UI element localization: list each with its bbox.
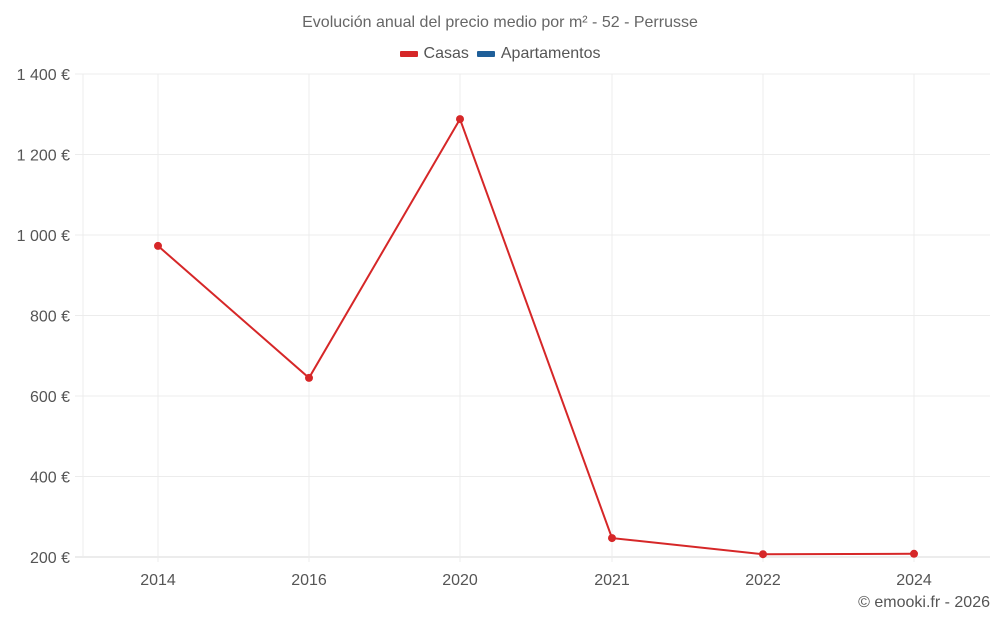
legend-label-apartamentos: Apartamentos [500, 45, 601, 62]
y-tick-label: 1 200 € [17, 148, 70, 165]
x-tick-label: 2016 [291, 572, 327, 589]
y-tick-label: 800 € [30, 309, 70, 326]
x-tick-label: 2021 [594, 572, 630, 589]
y-tick-label: 400 € [30, 470, 70, 487]
series-casas [154, 115, 918, 559]
x-tick-label: 2014 [140, 572, 176, 589]
legend-item-casas[interactable]: Casas [399, 45, 469, 63]
gridlines [75, 73, 990, 562]
casas-swatch-icon [399, 51, 418, 57]
x-tick-label: 2020 [442, 572, 478, 589]
apartamentos-swatch-icon [476, 51, 495, 57]
x-axis-ticks: 2014 2016 2020 2021 2022 2024 [140, 572, 932, 589]
x-tick-label: 2024 [896, 572, 932, 589]
legend-label-casas: Casas [423, 45, 469, 62]
data-point[interactable] [759, 550, 767, 559]
legend: Casas Apartamentos [0, 45, 1000, 63]
chart-title: Evolución anual del precio medio por m² … [302, 14, 698, 31]
data-point[interactable] [305, 373, 313, 382]
y-tick-label: 1 400 € [17, 67, 70, 84]
x-tick-label: 2022 [745, 572, 781, 589]
y-tick-label: 200 € [30, 550, 70, 567]
y-axis-ticks: 200 € 400 € 600 € 800 € 1 000 € 1 200 € 1 400 … [17, 67, 70, 567]
series-line [157, 116, 915, 556]
legend-item-apartamentos[interactable]: Apartamentos [476, 45, 601, 63]
data-point[interactable] [608, 534, 616, 543]
data-point[interactable] [910, 549, 918, 558]
data-point[interactable] [154, 241, 162, 250]
data-point[interactable] [456, 115, 464, 124]
y-tick-label: 1 000 € [17, 228, 70, 245]
y-tick-label: 600 € [30, 389, 70, 406]
credit-text: © emooki.fr - 2026 [858, 594, 990, 611]
